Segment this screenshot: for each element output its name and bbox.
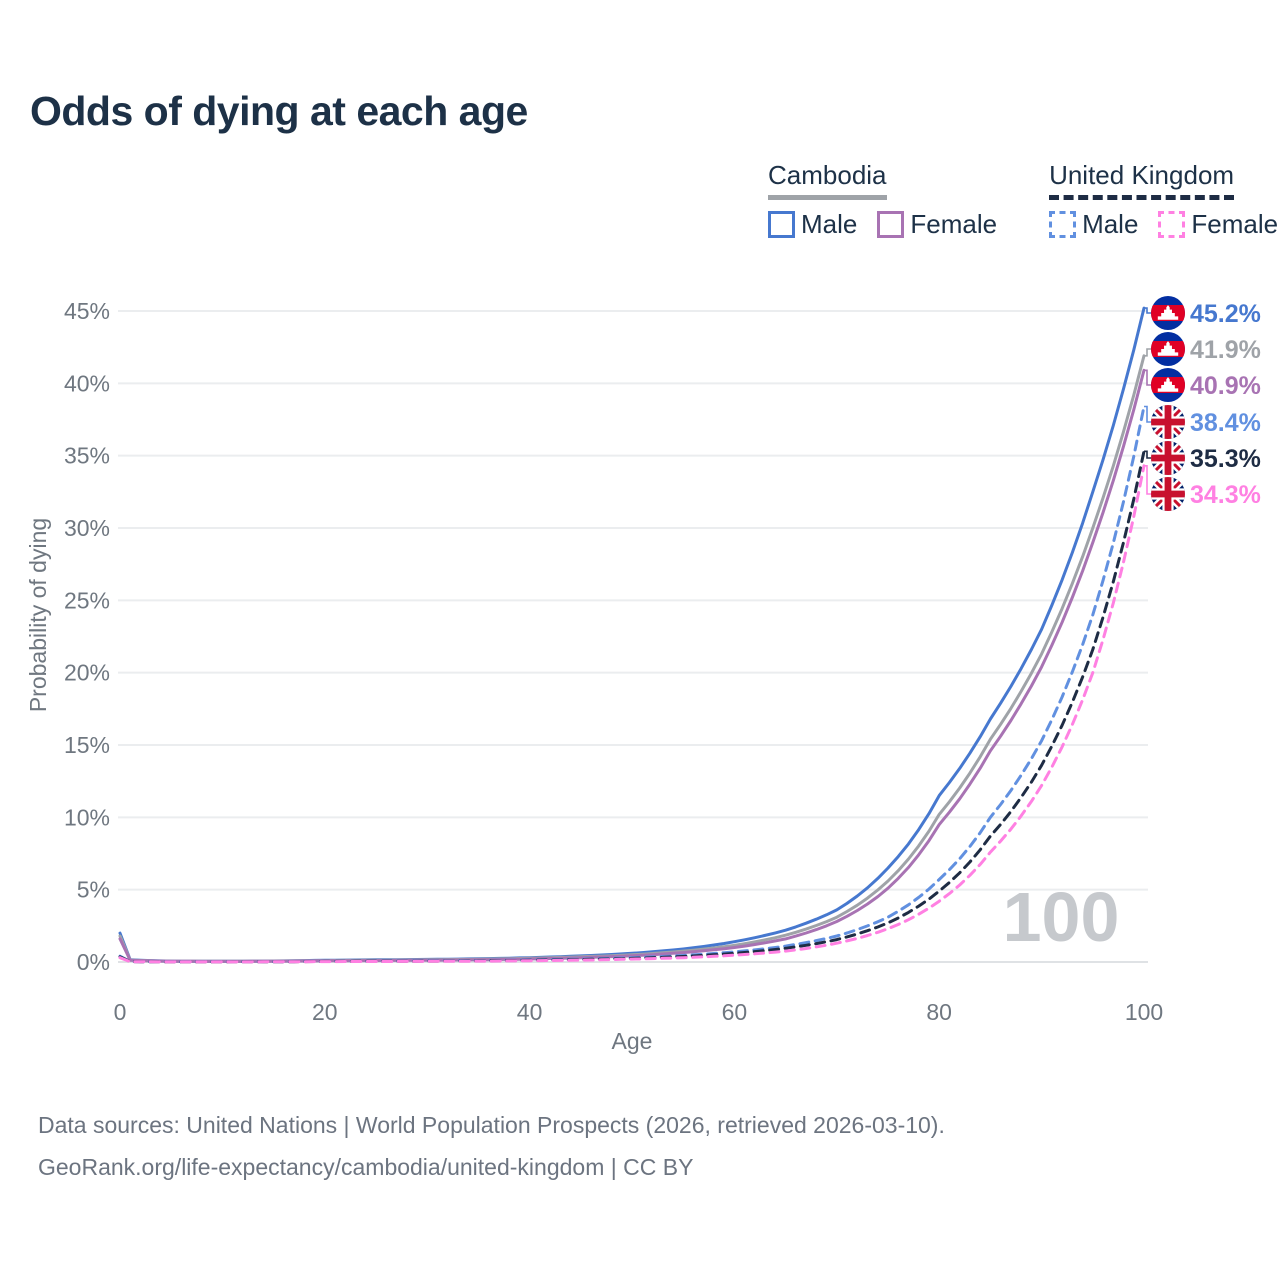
legend-item-cambodia-male[interactable]: Male xyxy=(768,209,857,240)
legend-group-united-kingdom: United Kingdom Male Female xyxy=(1049,160,1278,240)
end-label-leader-line xyxy=(1144,450,1151,459)
y-tick-label: 10% xyxy=(64,804,110,830)
x-tick-label: 60 xyxy=(722,999,748,1025)
series-line-united-kingdom-female xyxy=(118,464,1146,964)
uk-female-swatch-icon xyxy=(1158,211,1186,238)
end-value-label: 40.9% xyxy=(1190,372,1261,400)
series-line-cambodia-male xyxy=(118,306,1146,963)
legend-country-united-kingdom: United Kingdom xyxy=(1049,160,1235,200)
x-tick-label: 40 xyxy=(517,999,543,1025)
x-axis-title: Age xyxy=(612,1028,653,1054)
chart-plot-area: 0% 5% 10% 15% 20% 25% 30% 35% 40% 45% 0 20 40 60 80 100… xyxy=(0,270,1280,1070)
page-title: Odds of dying at each age xyxy=(30,88,528,134)
legend-item-uk-female[interactable]: Female xyxy=(1158,209,1278,240)
end-value-label: 45.2% xyxy=(1190,300,1261,328)
series-line-cambodia-both xyxy=(118,354,1146,963)
odds-of-dying-line-chart: 0% 5% 10% 15% 20% 25% 30% 35% 40% 45% 0 20 40 60 80 100… xyxy=(25,296,1261,1054)
cambodia-female-swatch-icon xyxy=(877,211,905,238)
footer-attribution-line: GeoRank.org/life-expectancy/cambodia/uni… xyxy=(38,1154,694,1180)
uk-flag-icon xyxy=(1151,477,1185,511)
end-label-leader-line xyxy=(1144,405,1151,423)
end-value-label: 35.3% xyxy=(1190,445,1261,473)
cambodia-flag-icon xyxy=(1151,332,1185,366)
y-axis-title: Probability of dying xyxy=(25,518,51,712)
age-counter-watermark: 100 xyxy=(1003,878,1120,956)
x-tick-label: 80 xyxy=(926,999,952,1025)
end-label-leader-line xyxy=(1144,369,1151,386)
end-value-label: 38.4% xyxy=(1190,409,1261,437)
legend-country-cambodia: Cambodia xyxy=(768,160,887,200)
legend-group-cambodia: Cambodia Male Female xyxy=(768,160,997,240)
legend-item-uk-male[interactable]: Male xyxy=(1049,209,1138,240)
cambodia-male-swatch-icon xyxy=(768,211,795,238)
uk-flag-icon xyxy=(1151,441,1185,475)
y-tick-label: 30% xyxy=(64,515,110,541)
uk-flag-icon xyxy=(1151,405,1185,439)
legend-item-label: Male xyxy=(1082,209,1139,239)
y-tick-label: 35% xyxy=(64,443,110,469)
y-tick-label: 40% xyxy=(64,370,110,396)
cambodia-flag-icon xyxy=(1151,296,1185,330)
cambodia-flag-icon xyxy=(1151,368,1185,402)
end-value-label: 41.9% xyxy=(1190,336,1261,364)
y-tick-label: 25% xyxy=(64,587,110,613)
x-tick-label: 20 xyxy=(312,999,338,1025)
uk-male-swatch-icon xyxy=(1049,211,1077,238)
legend-item-label: Female xyxy=(1191,209,1279,239)
legend-item-cambodia-female[interactable]: Female xyxy=(877,209,997,240)
legend-item-label: Male xyxy=(801,209,858,239)
y-tick-label: 0% xyxy=(77,949,110,975)
x-tick-label: 100 xyxy=(1125,999,1163,1025)
end-value-label: 34.3% xyxy=(1190,481,1261,509)
y-tick-label: 5% xyxy=(77,877,110,903)
legend-item-label: Female xyxy=(910,209,998,239)
footer-sources-line: Data sources: United Nations | World Pop… xyxy=(38,1112,945,1138)
data-source-footer: Data sources: United Nations | World Pop… xyxy=(38,1104,945,1188)
end-label-leader-line xyxy=(1144,465,1151,495)
end-label-leader-line xyxy=(1144,348,1151,357)
x-tick-label: 0 xyxy=(114,999,127,1025)
legend: Cambodia Male Female United Kingdom Male xyxy=(768,160,1278,240)
y-tick-label: 45% xyxy=(64,298,110,324)
y-tick-label: 15% xyxy=(64,732,110,758)
series-line-united-kingdom-male xyxy=(118,405,1146,964)
series-line-cambodia-female xyxy=(118,368,1146,963)
end-label-leader-line xyxy=(1144,307,1151,314)
y-tick-label: 20% xyxy=(64,660,110,686)
